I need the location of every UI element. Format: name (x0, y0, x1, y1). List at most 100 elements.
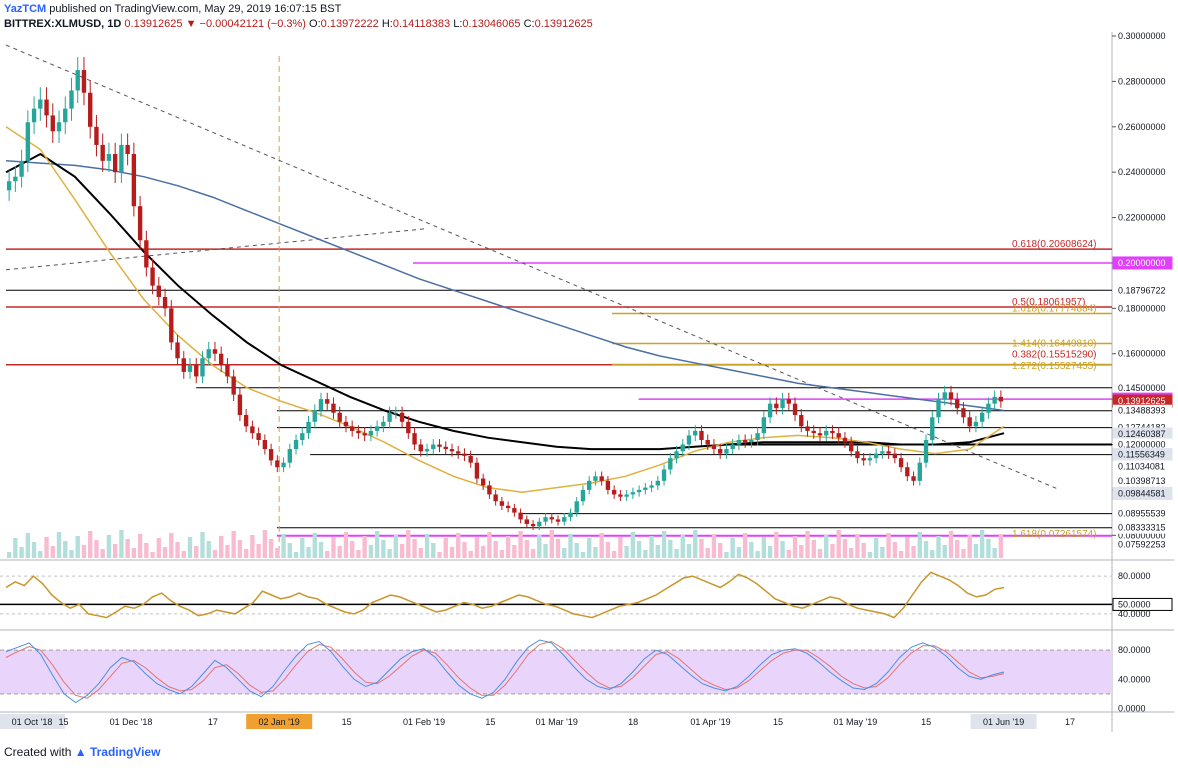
candle-body[interactable] (861, 458, 866, 461)
candle-body[interactable] (917, 462, 922, 481)
candle-body[interactable] (393, 412, 399, 414)
candle-body[interactable] (287, 449, 292, 463)
candle-body[interactable] (699, 430, 704, 440)
candle-body[interactable] (293, 439, 299, 450)
candle-body[interactable] (780, 399, 785, 409)
candle-body[interactable] (755, 433, 760, 440)
candle-body[interactable] (325, 399, 330, 404)
candle-body[interactable] (100, 144, 105, 161)
candle-body[interactable] (967, 417, 972, 427)
candle-body[interactable] (349, 426, 355, 431)
candle-body[interactable] (63, 108, 68, 123)
candle-body[interactable] (718, 449, 723, 454)
candle-body[interactable] (898, 458, 904, 468)
candle-body[interactable] (181, 358, 186, 372)
candle-body[interactable] (574, 501, 579, 513)
candle-body[interactable] (418, 444, 423, 452)
candle-body[interactable] (50, 115, 55, 132)
candle-body[interactable] (356, 430, 361, 434)
candle-body[interactable] (792, 403, 798, 416)
candle-body[interactable] (281, 462, 286, 468)
candle-body[interactable] (936, 399, 941, 418)
candle-body[interactable] (649, 485, 654, 488)
candle-body[interactable] (206, 349, 211, 359)
candle-body[interactable] (742, 439, 748, 443)
candle-body[interactable] (724, 449, 729, 454)
candle-body[interactable] (275, 460, 280, 468)
candle-body[interactable] (225, 365, 230, 377)
candle-body[interactable] (543, 517, 548, 522)
candle-body[interactable] (387, 412, 392, 422)
candle-body[interactable] (992, 396, 997, 404)
candle-body[interactable] (761, 417, 767, 434)
candle-body[interactable] (643, 487, 648, 490)
candle-body[interactable] (169, 308, 174, 343)
candle-body[interactable] (955, 399, 960, 409)
candle-body[interactable] (243, 415, 249, 427)
candle-body[interactable] (923, 439, 929, 463)
candle-body[interactable] (13, 176, 18, 182)
candle-body[interactable] (6, 181, 12, 191)
candle-body[interactable] (69, 90, 74, 109)
price-level-tag[interactable] (1112, 256, 1173, 270)
candle-body[interactable] (911, 476, 916, 481)
candle-body[interactable] (605, 480, 611, 490)
candle-body[interactable] (219, 353, 224, 366)
candle-body[interactable] (711, 444, 717, 450)
candle-body[interactable] (599, 476, 604, 481)
candle-body[interactable] (961, 408, 966, 418)
candle-body[interactable] (431, 444, 436, 450)
candle-body[interactable] (799, 415, 804, 427)
sma-100-line[interactable] (5, 152, 1005, 451)
candle-body[interactable] (979, 412, 985, 422)
candle-body[interactable] (880, 451, 885, 454)
candle-body[interactable] (661, 469, 667, 481)
candle-body[interactable] (499, 501, 505, 506)
candle-body[interactable] (730, 444, 735, 450)
candle-body[interactable] (555, 519, 561, 522)
candle-body[interactable] (150, 267, 155, 286)
candle-body[interactable] (125, 144, 130, 155)
candle-body[interactable] (456, 451, 461, 454)
candle-body[interactable] (362, 433, 367, 436)
candle-body[interactable] (630, 492, 636, 495)
candle-body[interactable] (530, 523, 536, 527)
candle-body[interactable] (119, 144, 124, 173)
candle-body[interactable] (549, 517, 554, 520)
candle-body[interactable] (580, 489, 586, 502)
candle-body[interactable] (636, 489, 642, 493)
candle-body[interactable] (986, 403, 991, 413)
candle-body[interactable] (256, 433, 261, 440)
trendline[interactable] (5, 44, 1061, 491)
candle-body[interactable] (44, 99, 49, 116)
candle-body[interactable] (593, 476, 598, 481)
candle-body[interactable] (268, 449, 274, 461)
price-level-tag[interactable] (1113, 438, 1172, 451)
candle-body[interactable] (406, 421, 411, 434)
candle-body[interactable] (56, 122, 62, 132)
candle-body[interactable] (162, 297, 168, 309)
price-level-tag[interactable] (1113, 507, 1172, 520)
price-level-tag[interactable] (1113, 381, 1172, 394)
trendline[interactable] (5, 228, 425, 271)
price-axis[interactable]: 0.30000000 0.28000000 0.26000000 0.24000000… (1112, 31, 1173, 551)
candle-body[interactable] (786, 399, 791, 404)
candle-body[interactable] (705, 439, 710, 445)
candle-body[interactable] (368, 430, 374, 436)
candle-body[interactable] (674, 451, 679, 459)
candle-body[interactable] (144, 240, 149, 268)
candle-body[interactable] (998, 396, 1004, 402)
candle-body[interactable] (842, 437, 848, 443)
candle-body[interactable] (693, 430, 698, 436)
candle-body[interactable] (886, 451, 891, 454)
candle-body[interactable] (175, 342, 180, 359)
candle-body[interactable] (830, 430, 835, 434)
price-level-tag[interactable] (1113, 538, 1172, 551)
candle-body[interactable] (412, 433, 417, 445)
candle-body[interactable] (749, 439, 754, 443)
candle-body[interactable] (930, 417, 935, 440)
candle-body[interactable] (212, 349, 218, 354)
price-level-tag[interactable] (1113, 404, 1172, 417)
sma-200-line[interactable] (5, 160, 1005, 412)
